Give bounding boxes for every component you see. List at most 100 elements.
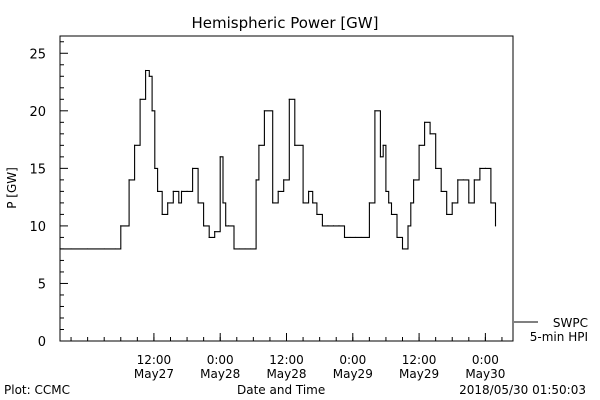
x-tick-label-time: 12:00 xyxy=(269,353,304,367)
data-point xyxy=(288,98,290,100)
data-point xyxy=(435,167,437,169)
data-point xyxy=(70,248,72,250)
y-tick-label: 0 xyxy=(38,335,46,350)
data-point xyxy=(494,225,497,227)
x-tick-label-date: May28 xyxy=(266,367,306,381)
data-point xyxy=(321,225,324,227)
data-point xyxy=(59,248,61,250)
x-tick-label-date: May30 xyxy=(465,367,505,381)
data-point xyxy=(186,190,188,192)
data-point xyxy=(244,248,246,250)
data-point xyxy=(283,179,285,181)
data-point xyxy=(128,179,130,181)
data-point xyxy=(203,225,205,227)
data-point xyxy=(451,202,453,204)
data-point xyxy=(120,225,122,227)
y-tick-label: 5 xyxy=(38,277,46,292)
data-point xyxy=(227,225,230,227)
data-point xyxy=(388,202,390,204)
legend-label-swpc: SWPC xyxy=(553,316,588,330)
data-point xyxy=(401,248,404,250)
data-point xyxy=(440,190,442,192)
data-point xyxy=(374,110,376,112)
data-point xyxy=(139,98,141,100)
data-point xyxy=(191,167,194,169)
data-point xyxy=(277,190,279,192)
data-point xyxy=(473,179,475,181)
data-point xyxy=(382,144,384,146)
footer-plot-credit: Plot: CCMC xyxy=(4,383,70,397)
plot-frame xyxy=(59,35,514,342)
y-tick-label: 20 xyxy=(29,105,46,120)
data-point xyxy=(462,179,464,181)
x-tick-label-date: May29 xyxy=(333,367,373,381)
data-point xyxy=(327,225,329,227)
data-point xyxy=(214,231,216,233)
data-point xyxy=(208,236,210,239)
data-point xyxy=(222,202,224,204)
data-point xyxy=(180,190,183,192)
data-point xyxy=(410,202,412,204)
data-point xyxy=(354,236,357,239)
data-point xyxy=(418,144,420,146)
data-point xyxy=(360,236,362,239)
data-point xyxy=(379,156,382,158)
data-point xyxy=(479,167,481,169)
data-point xyxy=(332,225,335,227)
data-point xyxy=(154,167,156,169)
x-tick-label-time: 0:00 xyxy=(339,353,366,367)
data-point xyxy=(312,202,314,204)
data-point xyxy=(490,202,492,204)
x-tick-label-time: 12:00 xyxy=(137,353,172,367)
x-tick-label-time: 0:00 xyxy=(207,353,234,367)
legend-label-hpi: 5-min HPI xyxy=(530,330,588,344)
data-point xyxy=(302,202,304,204)
data-point xyxy=(338,225,340,227)
y-axis-label: P [GW] xyxy=(5,167,19,209)
data-point xyxy=(349,236,351,239)
y-axis-ticks: 0 5 10 15 20 25 xyxy=(29,41,68,350)
data-point xyxy=(307,190,310,192)
data-point xyxy=(219,156,221,158)
data-point xyxy=(272,202,274,204)
data-point xyxy=(172,190,174,192)
x-tick-label-date: May27 xyxy=(134,367,174,381)
data-point xyxy=(161,213,163,215)
data-point xyxy=(249,248,252,250)
x-tick-label-date: May28 xyxy=(200,367,240,381)
data-point xyxy=(412,179,415,181)
data-point xyxy=(343,236,346,239)
chart-title: Hemispheric Power [GW] xyxy=(192,14,379,32)
series-line xyxy=(60,69,497,250)
data-point xyxy=(178,202,180,204)
data-point xyxy=(258,144,260,146)
series-group xyxy=(59,69,497,250)
data-point xyxy=(294,144,296,146)
data-point xyxy=(390,213,393,215)
data-point xyxy=(197,202,199,204)
x-tick-label-time: 12:00 xyxy=(402,353,437,367)
data-point xyxy=(145,69,147,72)
x-tick-label-time: 0:00 xyxy=(472,353,499,367)
data-point xyxy=(103,248,105,250)
data-point xyxy=(263,110,266,112)
y-tick-label: 25 xyxy=(29,47,46,62)
data-point xyxy=(233,248,235,250)
data-point xyxy=(133,144,136,146)
data-point xyxy=(446,213,448,215)
data-point xyxy=(151,110,153,112)
data-point xyxy=(424,121,426,123)
data-point xyxy=(457,179,459,181)
footer-timestamp: 2018/05/30 01:50:03 xyxy=(459,383,586,397)
data-point xyxy=(468,202,470,204)
data-point xyxy=(156,190,159,192)
data-point xyxy=(114,248,116,250)
y-tick-label: 10 xyxy=(29,220,46,235)
data-point xyxy=(255,179,257,181)
data-point xyxy=(429,133,431,135)
x-axis-ticks: 12:00May270:00May2812:00May280:00May2912… xyxy=(70,333,505,381)
data-point xyxy=(407,225,409,227)
data-point xyxy=(316,213,318,215)
data-point xyxy=(148,75,150,77)
